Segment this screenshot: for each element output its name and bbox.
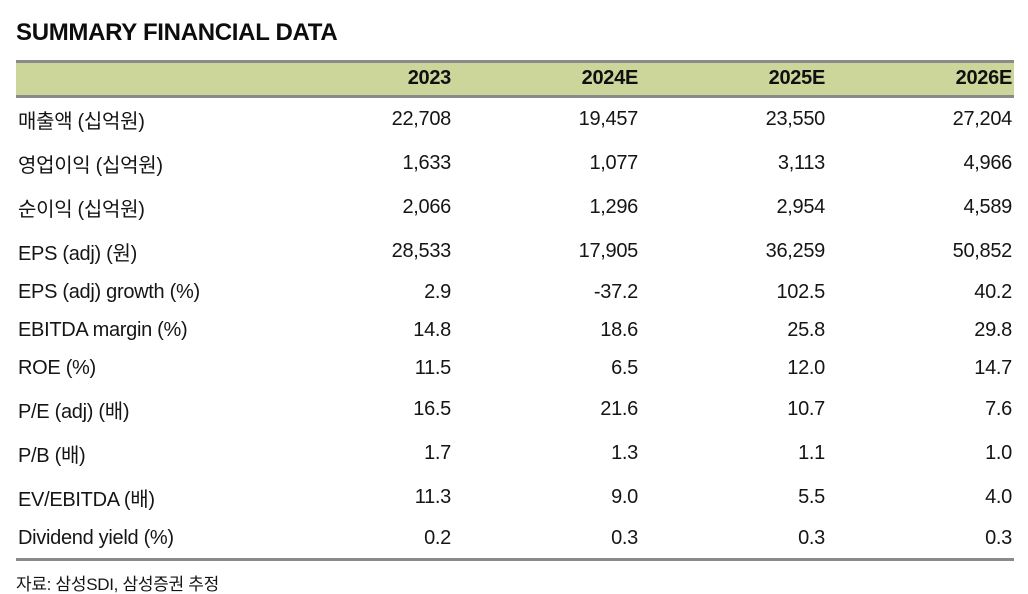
cell-value: 27,204 [952,108,1013,130]
row-label: 순이익 (십억원) [18,199,145,221]
row-label: EPS (adj) (원) [18,243,137,265]
cell-value: 25.8 [787,319,825,341]
cell-value: 12.0 [787,357,825,379]
table-row: EV/EBITDA (배) 11.3 9.0 5.5 4.0 [16,476,1014,520]
table-row: EBITDA margin (%) 14.8 18.6 25.8 29.8 [16,312,1014,350]
cell-value: 11.5 [414,357,452,379]
col-header-2024e: 2024E [453,60,640,98]
cell-value: 0.3 [827,520,1014,561]
source-note: 자료: 삼성SDI, 삼성증권 추정 [16,575,219,594]
cell-value: 1,633 [402,152,451,174]
cell-value: 1,077 [589,152,638,174]
table-row: 순이익 (십억원) 2,066 1,296 2,954 4,589 [16,186,1014,230]
cell-value: 14.8 [413,319,451,341]
cell-value: 3,113 [777,152,825,174]
col-header-2026e: 2026E [827,60,1014,98]
cell-value: 19,457 [578,108,639,130]
financial-summary-table: 2023 2024E 2025E 2026E 매출액 (십억원) 22,708 … [16,60,1014,561]
row-label: 영업이익 (십억원) [18,155,163,177]
cell-value: 11.3 [414,486,452,508]
cell-value: 0.2 [266,520,453,561]
row-label: P/B (배) [18,445,86,467]
cell-value: 17,905 [578,240,639,262]
cell-value: 4.0 [985,486,1012,508]
table-row: 매출액 (십억원) 22,708 19,457 23,550 27,204 [16,97,1014,143]
table-row: EPS (adj) (원) 28,533 17,905 36,259 50,85… [16,230,1014,274]
cell-value: 36,259 [765,240,826,262]
cell-value: 1.7 [424,442,451,464]
cell-value: 16.5 [413,398,451,420]
cell-value: 23,550 [765,108,826,130]
cell-value: 1.3 [611,442,638,464]
cell-value: 18.6 [600,319,638,341]
col-header-metric [16,60,266,98]
cell-value: 21.6 [600,398,638,420]
cell-value: -37.2 [593,281,638,303]
row-label: ROE (%) [18,357,96,379]
row-label: EV/EBITDA (배) [18,489,155,511]
cell-value: 2,066 [402,196,451,218]
cell-value: 9.0 [611,486,638,508]
cell-value: 102.5 [776,281,825,303]
table-row: P/E (adj) (배) 16.5 21.6 10.7 7.6 [16,388,1014,432]
row-label: Dividend yield (%) [16,520,266,561]
table-row: P/B (배) 1.7 1.3 1.1 1.0 [16,432,1014,476]
table-row: EPS (adj) growth (%) 2.9 -37.2 102.5 40.… [16,274,1014,312]
cell-value: 40.2 [974,281,1012,303]
cell-value: 1,296 [589,196,638,218]
row-label: EBITDA margin (%) [18,319,188,341]
cell-value: 2,954 [776,196,825,218]
cell-value: 7.6 [985,398,1012,420]
table-row: 영업이익 (십억원) 1,633 1,077 3,113 4,966 [16,142,1014,186]
cell-value: 5.5 [798,486,825,508]
cell-value: 10.7 [787,398,825,420]
cell-value: 28,533 [391,240,452,262]
col-header-2025e: 2025E [640,60,827,98]
cell-value: 1.0 [985,442,1012,464]
table-header-row: 2023 2024E 2025E 2026E [16,60,1014,98]
row-label: EPS (adj) growth (%) [18,281,200,303]
cell-value: 1.1 [798,442,825,464]
cell-value: 29.8 [974,319,1012,341]
page-title: SUMMARY FINANCIAL DATA [16,19,338,46]
cell-value: 4,589 [963,196,1012,218]
cell-value: 22,708 [391,108,452,130]
cell-value: 0.3 [453,520,640,561]
cell-value: 14.7 [974,357,1012,379]
cell-value: 4,966 [963,152,1012,174]
cell-value: 0.3 [640,520,827,561]
table-row: Dividend yield (%) 0.2 0.3 0.3 0.3 [16,520,1014,561]
table-row: ROE (%) 11.5 6.5 12.0 14.7 [16,350,1014,388]
cell-value: 6.5 [611,357,638,379]
row-label: 매출액 (십억원) [18,111,145,133]
cell-value: 2.9 [424,281,451,303]
col-header-2023: 2023 [266,60,453,98]
row-label: P/E (adj) (배) [18,401,130,423]
cell-value: 50,852 [952,240,1013,262]
